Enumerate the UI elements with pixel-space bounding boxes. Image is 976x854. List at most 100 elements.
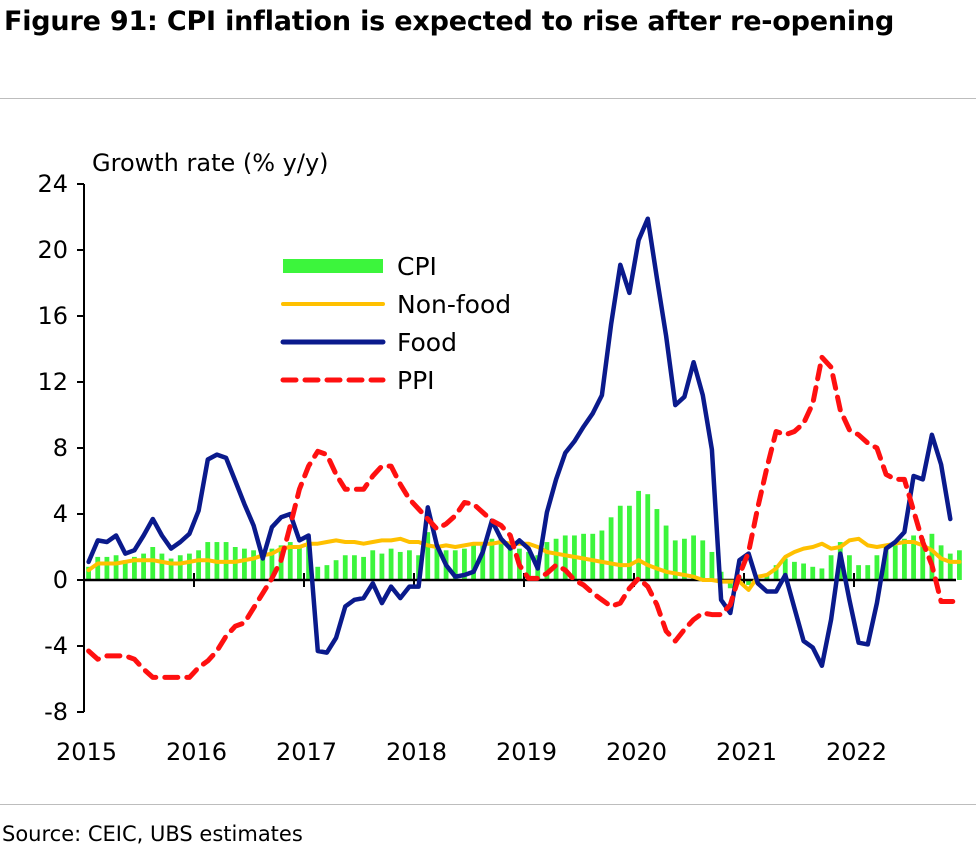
cpi-bar (297, 545, 302, 580)
legend-nonfood-label: Non-food (397, 290, 511, 319)
ppi-line (86, 354, 962, 680)
cpi-bar (397, 551, 403, 580)
cpi-bar (617, 505, 623, 580)
cpi-bar (452, 550, 458, 580)
figure-title: Figure 91: CPI inflation is expected to … (4, 6, 895, 37)
cpi-bar (645, 494, 651, 580)
cpi-bar (407, 550, 412, 580)
cpi-bar (104, 556, 110, 580)
cpi-bar (792, 561, 797, 580)
cpi-bar (599, 530, 605, 580)
cpi-bar (856, 565, 861, 580)
cpi-bar (847, 555, 852, 580)
cpi-bar (911, 535, 916, 580)
cpi-bar (929, 533, 935, 580)
x-tick-label: 2015 (56, 738, 117, 766)
cpi-bar (938, 545, 944, 580)
x-tick-label: 2020 (606, 738, 667, 766)
y-axis-label: Growth rate (% y/y) (92, 149, 329, 177)
cpi-bar (113, 555, 119, 580)
cpi-bar (342, 555, 348, 580)
x-tick-label: 2021 (716, 738, 777, 766)
cpi-bar (352, 555, 357, 580)
x-tick-label: 2018 (386, 738, 447, 766)
cpi-bar (773, 565, 779, 580)
cpi-bar (746, 580, 751, 585)
cpi-bar (828, 555, 834, 580)
y-tick-label: 0 (53, 566, 68, 594)
cpi-bar (287, 542, 293, 580)
legend-ppi-label: PPI (397, 366, 435, 395)
cpi-bar (654, 509, 660, 580)
top-divider (0, 98, 976, 99)
legend-cpi-label: CPI (397, 252, 437, 281)
source-note: Source: CEIC, UBS estimates (2, 822, 303, 846)
cpi-bar (168, 558, 174, 580)
cpi-bar (159, 553, 165, 580)
cpi-bar (700, 540, 706, 580)
cpi-bar (122, 560, 128, 580)
legend: CPI Non-food Food PPI (280, 252, 511, 395)
cpi-bar (663, 525, 669, 580)
cpi-bar (315, 566, 321, 580)
x-tick-label: 2017 (276, 738, 337, 766)
cpi-bar (379, 553, 385, 580)
cpi-bar (682, 538, 687, 580)
cpi-bar (947, 553, 953, 580)
cpi-bar (434, 545, 440, 580)
cpi-bar (324, 565, 330, 580)
cpi-bar (902, 538, 907, 580)
cpi-bar (709, 551, 715, 580)
cpi-bar (636, 490, 641, 580)
cpi-bar (892, 545, 898, 580)
cpi-bar (177, 555, 183, 580)
cpi-bar (242, 548, 247, 580)
legend-cpi-swatch (283, 259, 383, 273)
cpi-bar (553, 538, 559, 580)
cpi-bar (727, 580, 733, 589)
y-tick-label: 24 (37, 170, 68, 198)
cpi-bar (361, 556, 366, 580)
cpi-bar (150, 547, 156, 580)
cpi-bar (874, 555, 880, 580)
cpi-bar (544, 542, 550, 580)
cpi-bar (819, 568, 825, 580)
cpi-bar (141, 553, 146, 580)
y-tick-label: -4 (44, 632, 68, 660)
cpi-bar (810, 566, 816, 580)
cpi-bar (480, 542, 486, 580)
cpi-bar (370, 550, 376, 580)
legend-food-label: Food (397, 328, 457, 357)
cpi-bar (608, 517, 614, 580)
x-tick-label: 2016 (166, 738, 227, 766)
y-tick-label: 4 (53, 500, 68, 528)
y-tick-label: -8 (44, 698, 68, 726)
cpi-bar (883, 545, 889, 580)
cpi-bar (269, 548, 275, 580)
cpi-bar (590, 533, 596, 580)
cpi-bar (425, 532, 431, 580)
cpi-bar (957, 550, 962, 580)
y-tick-label: 20 (37, 236, 68, 264)
y-tick-label: 16 (37, 302, 68, 330)
bottom-divider (0, 804, 976, 805)
cpi-bar (507, 543, 513, 580)
cpi-bar (86, 566, 91, 580)
cpi-bar (562, 535, 568, 580)
cpi-bar (782, 558, 788, 580)
food-line (86, 216, 953, 669)
cpi-bar (462, 548, 467, 580)
cpi-bar (388, 548, 394, 580)
cpi-bar (333, 560, 339, 580)
cpi-bars (86, 490, 962, 589)
series-lines (86, 216, 962, 680)
x-tick-label: 2022 (826, 738, 887, 766)
cpi-bar (691, 535, 696, 580)
x-tick-label: 2019 (496, 738, 557, 766)
cpi-bar (196, 550, 201, 580)
cpi-bar (920, 538, 926, 580)
cpi-bar (489, 538, 495, 580)
cpi-bar (251, 550, 256, 580)
